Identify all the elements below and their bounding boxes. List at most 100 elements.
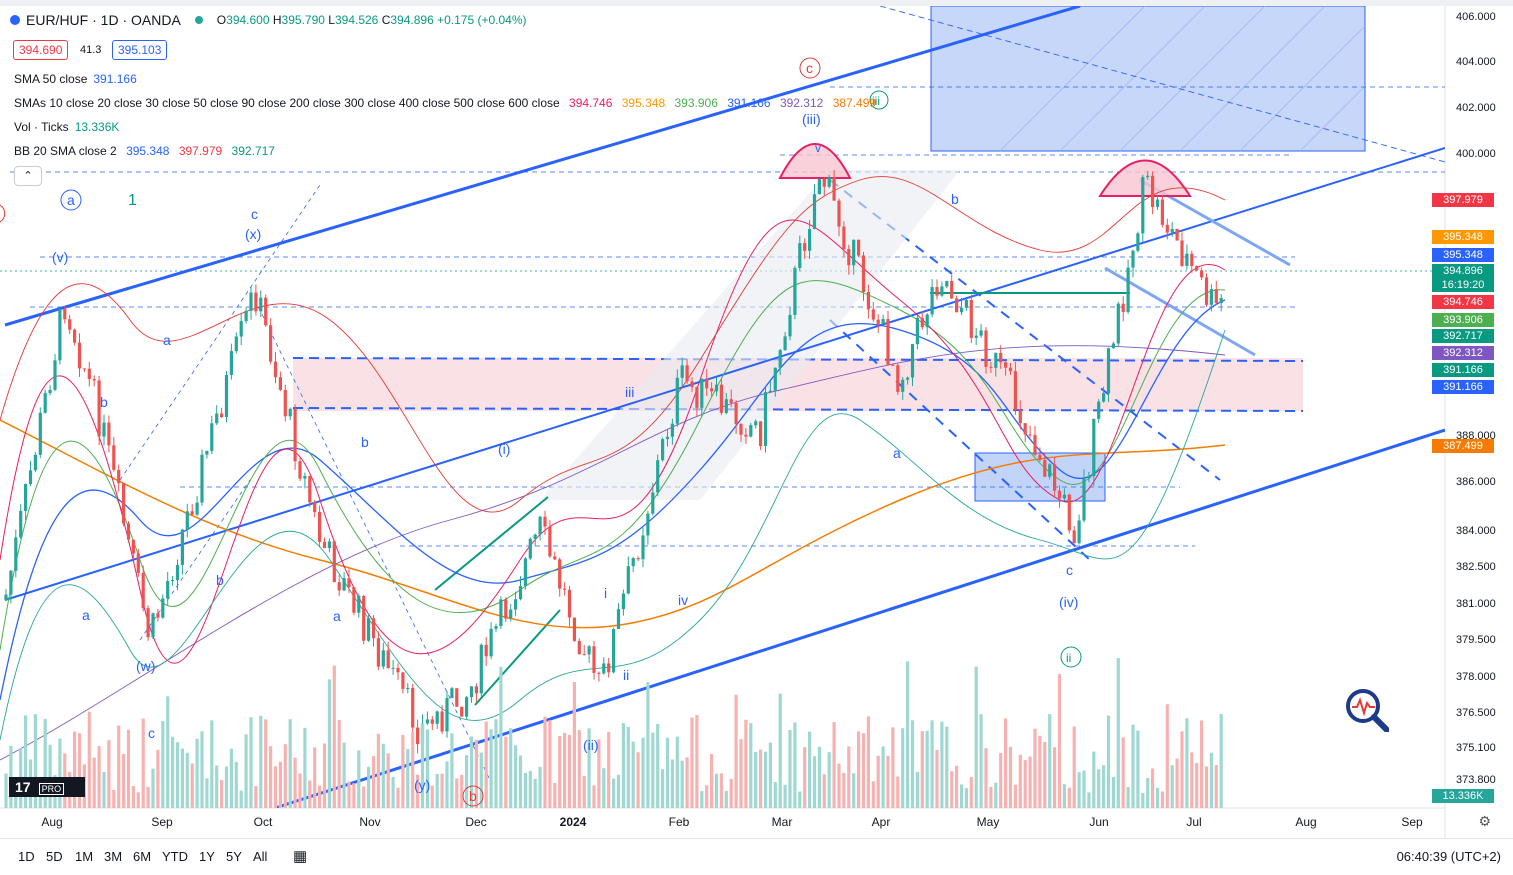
candle-body — [984, 330, 988, 367]
volume-bar — [313, 747, 317, 808]
candle-body — [719, 384, 723, 413]
volume-bar — [509, 728, 513, 808]
range-5y[interactable]: 5Y — [226, 849, 242, 864]
wave-x: (x) — [245, 226, 261, 242]
candle-body — [1004, 362, 1008, 368]
range-1d[interactable]: 1D — [18, 849, 35, 864]
volume-bar — [518, 755, 523, 808]
volume-bar — [494, 719, 498, 808]
volume-bar — [778, 693, 782, 808]
symbol-title[interactable]: EUR/HUF · 1D · OANDA — [26, 12, 181, 28]
range-1y[interactable]: 1Y — [199, 849, 215, 864]
candle-body — [739, 424, 743, 435]
range-3m[interactable]: 3M — [104, 849, 123, 864]
indicator-volume[interactable]: Vol · Ticks 13.336K — [14, 120, 120, 134]
indicator-sma50[interactable]: SMA 50 close 391.166 — [14, 72, 137, 86]
candle-body — [1087, 476, 1091, 479]
price-label: 391.166 — [1432, 380, 1494, 394]
candle-body — [411, 687, 415, 728]
range-ytd[interactable]: YTD — [162, 849, 188, 864]
volume-bar — [984, 748, 988, 808]
volume-bar — [97, 746, 101, 808]
volume-bar — [533, 778, 537, 808]
volume-bar — [955, 765, 959, 808]
candlestick-series — [4, 170, 1223, 754]
volume-bar — [798, 791, 802, 808]
range-6m[interactable]: 6M — [133, 849, 152, 864]
volume-bar — [117, 725, 121, 808]
candle-body — [264, 297, 268, 326]
time-tick: Jun — [1089, 815, 1108, 829]
volume-bar — [1214, 764, 1218, 808]
volume-bar — [969, 776, 973, 808]
candle-body — [1102, 393, 1106, 402]
settings-gear-icon[interactable]: ⚙ — [1478, 813, 1491, 829]
volume-bar — [376, 733, 380, 808]
volume-bar — [739, 739, 743, 808]
range-5d[interactable]: 5D — [46, 849, 63, 864]
wave-v: (v) — [52, 249, 68, 265]
candle-body — [1043, 459, 1047, 477]
candle-body — [749, 425, 753, 437]
volume-bar — [1087, 792, 1091, 808]
volume-bar — [332, 665, 336, 808]
calendar-icon[interactable]: ▦ — [293, 848, 308, 865]
candle-body — [499, 599, 503, 627]
candle-body — [729, 399, 733, 403]
candle-body — [558, 559, 562, 589]
volume-bar — [1141, 792, 1145, 808]
candle-body — [656, 460, 660, 493]
indicator-smas[interactable]: SMAs 10 close 20 close 30 close 50 close… — [14, 96, 877, 110]
volume-bar — [994, 782, 998, 808]
candle-body — [352, 587, 356, 613]
candle-body — [553, 556, 557, 560]
sell-price-button[interactable]: 394.690 — [13, 40, 69, 60]
volume-bar — [1190, 752, 1194, 808]
volume-bar — [1219, 714, 1223, 808]
volume-bar — [484, 721, 488, 808]
volume-bar — [631, 741, 635, 808]
volume-bar — [357, 750, 361, 808]
buy-price-button[interactable]: 395.103 — [112, 40, 168, 60]
volume-bar — [675, 736, 679, 808]
wave-y: (y) — [414, 777, 430, 793]
volume-bar — [474, 739, 478, 808]
candle-body — [523, 558, 527, 587]
candle-body — [224, 375, 229, 418]
volume-bar — [151, 768, 155, 808]
candle-body — [793, 267, 797, 315]
volume-bar — [465, 755, 469, 808]
range-1m[interactable]: 1M — [75, 849, 94, 864]
candle-body — [195, 502, 199, 515]
candle-body — [812, 194, 817, 230]
candle-body — [1053, 464, 1057, 491]
candle-body — [910, 344, 915, 378]
candle-body — [107, 422, 111, 446]
volume-bar — [621, 723, 625, 808]
candle-body — [533, 534, 537, 539]
candle-body — [122, 483, 126, 524]
candle-body — [38, 412, 42, 455]
candle-body — [484, 644, 488, 657]
candle-body — [146, 608, 150, 638]
range-all[interactable]: All — [253, 849, 268, 864]
indicator-bollinger[interactable]: BB 20 SMA close 2 395.348 397.979 392.71… — [14, 144, 275, 158]
candle-body — [249, 292, 253, 311]
volume-bar — [146, 786, 150, 808]
candle-body — [1195, 266, 1199, 271]
volume-bar — [567, 734, 572, 808]
volume-bar — [210, 720, 214, 808]
volume-bars — [4, 658, 1223, 808]
magnifier-icon[interactable] — [1345, 688, 1389, 732]
candle-body — [28, 470, 33, 485]
volume-bar — [48, 744, 52, 808]
clock-timezone[interactable]: 06:40:39 (UTC+2) — [1396, 849, 1501, 864]
volume-bar — [925, 730, 929, 808]
candle-body — [1165, 224, 1169, 233]
volume-bar — [935, 749, 939, 808]
volume-bar — [1121, 737, 1125, 808]
collapse-legend-button[interactable]: ⌃ — [14, 166, 42, 186]
volume-bar — [14, 786, 18, 808]
volume-bar — [77, 733, 82, 808]
